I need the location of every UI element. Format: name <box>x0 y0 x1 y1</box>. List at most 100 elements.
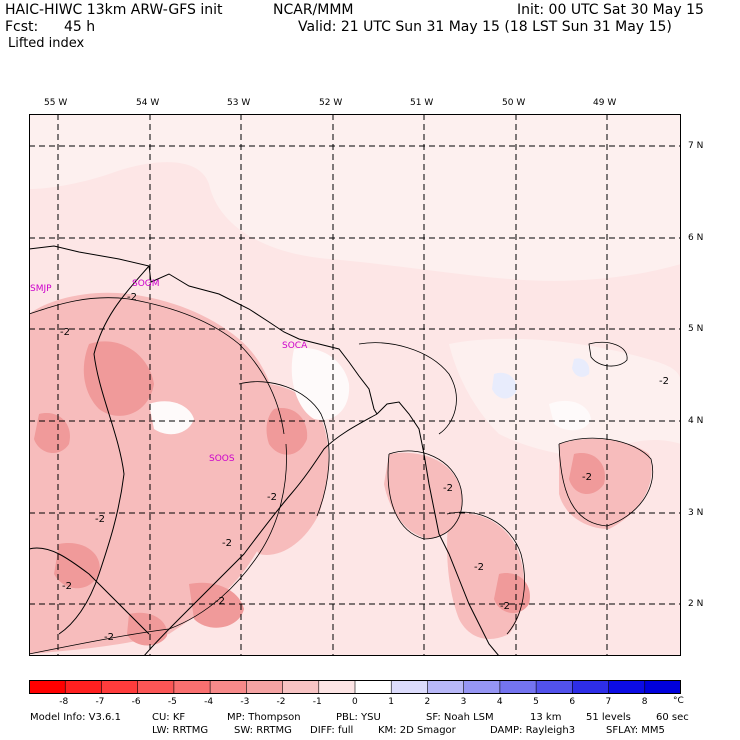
colorbar-label: -5 <box>167 697 177 707</box>
lon-label: 55 W <box>44 98 68 108</box>
footer-sf: SF: Noah LSM <box>426 712 494 723</box>
map-frame <box>29 114 681 656</box>
colorbar-swatch <box>536 680 573 694</box>
contour-line <box>558 437 653 527</box>
init-time: Init: 00 UTC Sat 30 May 15 <box>517 2 704 18</box>
contour-label: -2 <box>215 596 225 607</box>
colorbar-unit: °C <box>673 696 684 706</box>
footer-pbl: PBL: YSU <box>336 712 381 723</box>
colorbar-label: 5 <box>533 697 539 707</box>
colorbar-swatch <box>391 680 428 694</box>
light-region-east <box>449 338 681 459</box>
center-label: NCAR/MMM <box>273 2 354 18</box>
lat-label: 2 N <box>688 599 704 609</box>
lon-label: 54 W <box>136 98 160 108</box>
contour-label: -2 <box>95 514 105 525</box>
lon-label: 51 W <box>410 98 434 108</box>
contour-label: -2 <box>474 562 484 573</box>
colorbar-swatch <box>65 680 102 694</box>
strong-patch <box>189 582 244 628</box>
medium-south-region <box>384 452 463 539</box>
model-title: HAIC-HIWC 13km ARW-GFS init <box>5 2 223 18</box>
coastline <box>29 245 378 415</box>
strong-patch <box>266 408 308 455</box>
contour-label: -2 <box>443 483 453 494</box>
footer-levels: 51 levels <box>586 712 631 723</box>
station-label: SOCA <box>282 341 308 351</box>
blue-patch <box>572 358 590 377</box>
lat-label: 6 N <box>688 233 704 243</box>
footer-lw: LW: RRTMG <box>152 725 209 736</box>
contour-label: -2 <box>500 601 510 612</box>
colorbar-swatch <box>427 680 465 694</box>
border-line <box>376 401 500 656</box>
colorbar-label: 3 <box>460 697 467 707</box>
contour-line <box>358 342 457 435</box>
colorbar-label: -6 <box>131 697 141 707</box>
border-line <box>29 547 150 635</box>
contour-line <box>238 381 330 517</box>
footer-cu: CU: KF <box>152 712 186 723</box>
station-label: SOGM <box>132 279 160 289</box>
colorbar-label: -4 <box>204 697 214 707</box>
footer-resolution: 13 km <box>530 712 562 723</box>
colorbar-swatch <box>644 680 681 694</box>
colorbar-label: 1 <box>388 697 394 707</box>
footer-km: KM: 2D Smagor <box>378 725 456 736</box>
white-patch <box>149 401 194 435</box>
station-label: SMJP <box>30 284 52 294</box>
fcst-value: 45 h <box>64 19 96 35</box>
colorbar-swatch <box>572 680 610 694</box>
colorbar-swatch <box>173 680 211 694</box>
lon-label: 53 W <box>227 98 251 108</box>
colorbar-label: -8 <box>59 697 69 707</box>
lat-label: 5 N <box>688 324 704 334</box>
contour-label: -2 <box>582 472 592 483</box>
colorbar-swatch <box>101 680 139 694</box>
strong-patch <box>83 341 154 416</box>
colorbar-label: 4 <box>496 697 503 707</box>
light-north-region <box>29 114 681 281</box>
lon-label: 49 W <box>593 98 617 108</box>
colorbar-swatch <box>608 680 646 694</box>
footer-diff: DIFF: full <box>310 725 354 736</box>
contour-line <box>387 450 463 540</box>
strong-patch <box>494 573 530 614</box>
contour-label: -2 <box>62 581 72 592</box>
colorbar-swatch <box>210 680 247 694</box>
colorbar-swatch <box>282 680 320 694</box>
footer-sflay: SFLAY: MM5 <box>606 725 665 736</box>
colorbar-label: 0 <box>352 697 358 707</box>
footer-sw: SW: RRTMG <box>234 725 292 736</box>
contour-label: -2 <box>104 632 114 643</box>
colorbar-swatch <box>29 680 66 694</box>
lon-label: 50 W <box>502 98 526 108</box>
lat-label: 7 N <box>688 141 704 151</box>
field-name: Lifted index <box>8 36 85 51</box>
contour-label: -2 <box>267 492 277 503</box>
lon-label: 52 W <box>319 98 343 108</box>
strong-patch <box>569 453 605 495</box>
colorbar-label: 7 <box>605 697 612 707</box>
colorbar-swatch <box>499 680 537 694</box>
lifted-index-map: SMJP SOGM SOCA SOOS -2 -2 -2 -2 -2 -2 -2… <box>29 114 681 656</box>
colorbar <box>29 680 681 694</box>
footer-timestep: 60 sec <box>656 712 689 723</box>
colorbar-label: -7 <box>95 697 105 707</box>
blue-patch <box>492 372 517 399</box>
white-patch <box>291 348 350 420</box>
contour-label: -2 <box>222 538 232 549</box>
colorbar-label: 8 <box>641 697 648 707</box>
station-label: SOOS <box>209 454 235 464</box>
lat-label: 3 N <box>688 508 704 518</box>
white-patch <box>549 400 591 431</box>
contour-line <box>29 297 285 435</box>
lat-label: 4 N <box>688 416 704 426</box>
contour-label: -2 <box>659 376 669 387</box>
colorbar-label: -2 <box>276 697 286 707</box>
fcst-label: Fcst: <box>5 19 39 35</box>
border-line <box>143 413 378 656</box>
colorbar-label: -3 <box>240 697 250 707</box>
footer-damp: DAMP: Rayleigh3 <box>490 725 576 736</box>
contour-line <box>29 443 287 655</box>
